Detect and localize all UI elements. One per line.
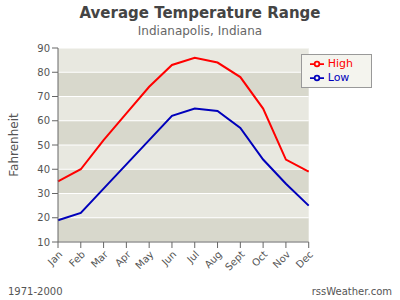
svg-text:20: 20 bbox=[37, 212, 50, 223]
svg-text:May: May bbox=[133, 249, 155, 271]
html-text:rssWeather.com: rssWeather.com bbox=[311, 286, 392, 297]
svg-text:Sept: Sept bbox=[223, 249, 247, 273]
svg-text:Feb: Feb bbox=[67, 249, 87, 269]
html-text:1971-2000: 1971-2000 bbox=[8, 286, 63, 297]
svg-text:10: 10 bbox=[37, 237, 50, 248]
svg-text:Nov: Nov bbox=[271, 249, 293, 271]
svg-text:80: 80 bbox=[37, 67, 50, 78]
svg-text:Mar: Mar bbox=[89, 248, 111, 270]
svg-text:Oct: Oct bbox=[250, 249, 270, 269]
svg-text:40: 40 bbox=[37, 164, 50, 175]
svg-text:70: 70 bbox=[37, 91, 50, 102]
svg-text:Jul: Jul bbox=[184, 249, 201, 266]
svg-text:50: 50 bbox=[37, 140, 50, 151]
html-text:Average Temperature Range: Average Temperature Range bbox=[79, 4, 321, 22]
svg-text:30: 30 bbox=[37, 188, 50, 199]
svg-text:90: 90 bbox=[37, 43, 50, 54]
svg-text:Jan: Jan bbox=[45, 249, 64, 268]
svg-text:Dec: Dec bbox=[294, 249, 315, 270]
html-text:High: High bbox=[327, 57, 353, 70]
svg-text:Apr: Apr bbox=[113, 248, 134, 269]
svg-text:60: 60 bbox=[37, 115, 50, 126]
html-text:Indianapolis, Indiana: Indianapolis, Indiana bbox=[137, 24, 263, 38]
svg-text:Fahrenheit: Fahrenheit bbox=[8, 113, 21, 177]
svg-text:Aug: Aug bbox=[202, 249, 224, 271]
svg-text:Jun: Jun bbox=[159, 249, 179, 269]
html-text:Low: Low bbox=[327, 71, 350, 84]
